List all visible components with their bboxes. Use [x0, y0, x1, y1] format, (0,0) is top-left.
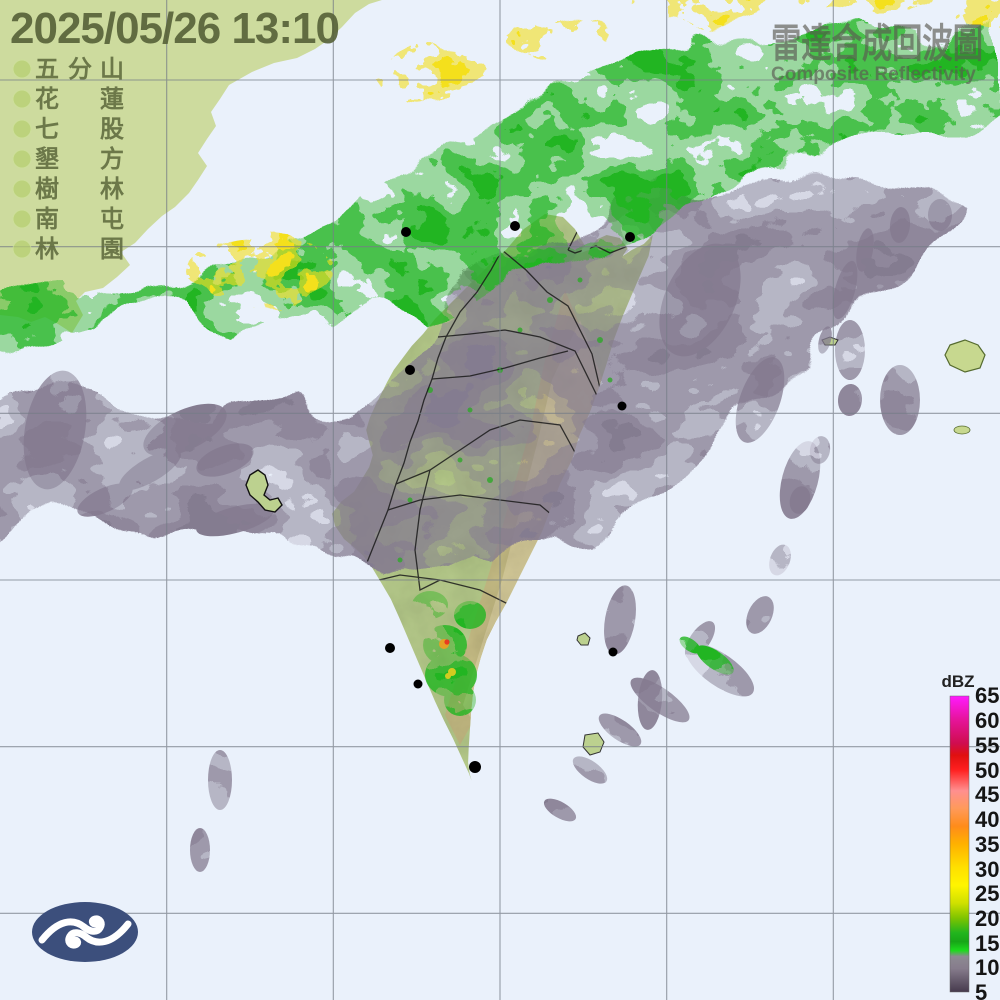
svg-text:2025/05/26 13:10: 2025/05/26 13:10 [10, 4, 339, 53]
svg-text:50: 50 [975, 758, 999, 783]
svg-text:dBZ: dBZ [941, 672, 974, 691]
svg-text:25: 25 [975, 881, 999, 906]
svg-text:墾: 墾 [35, 145, 60, 173]
svg-text:花: 花 [35, 86, 59, 113]
svg-text:分: 分 [68, 56, 92, 83]
svg-text:15: 15 [975, 931, 999, 956]
svg-text:35: 35 [975, 832, 999, 857]
svg-text:林: 林 [100, 176, 124, 203]
svg-text:40: 40 [975, 807, 999, 832]
svg-text:60: 60 [975, 708, 999, 733]
svg-text:園: 園 [100, 236, 124, 263]
svg-text:20: 20 [975, 906, 999, 931]
svg-text:屯: 屯 [100, 206, 124, 233]
svg-text:林: 林 [35, 236, 59, 263]
svg-text:蓮: 蓮 [100, 86, 124, 113]
svg-text:方: 方 [100, 145, 124, 173]
svg-text:樹: 樹 [35, 176, 59, 203]
svg-text:Composite Reflectivity: Composite Reflectivity [771, 64, 976, 85]
svg-text:55: 55 [975, 733, 999, 758]
svg-text:30: 30 [975, 857, 999, 882]
svg-text:65: 65 [975, 683, 999, 708]
svg-text:5: 5 [975, 980, 987, 1000]
svg-text:七: 七 [35, 116, 59, 143]
svg-text:45: 45 [975, 782, 999, 807]
svg-text:股: 股 [100, 116, 124, 143]
svg-text:山: 山 [100, 56, 124, 83]
svg-text:10: 10 [975, 955, 999, 980]
svg-text:南: 南 [35, 206, 59, 233]
svg-text:五: 五 [35, 56, 59, 83]
svg-text:雷達合成回波圖: 雷達合成回波圖 [771, 22, 983, 66]
